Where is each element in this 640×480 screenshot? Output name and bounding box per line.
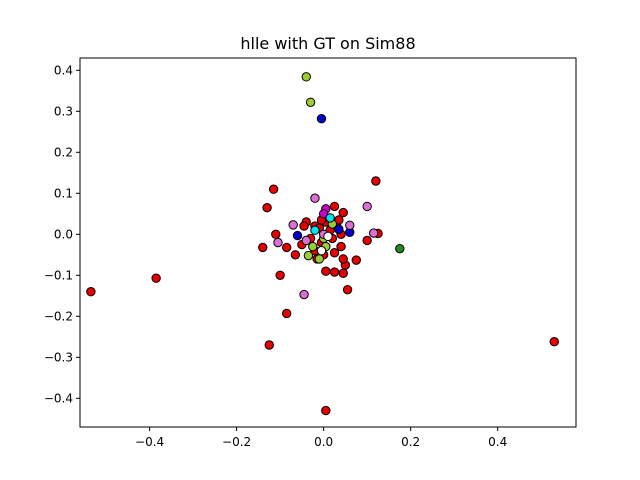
data-point-cyan — [325, 213, 335, 223]
y-tick-label: 0.0 — [54, 227, 73, 241]
data-point-violet — [299, 289, 309, 300]
x-tick-label: 0.2 — [401, 435, 420, 449]
data-point-yellowgreen — [308, 241, 318, 252]
data-point-red — [281, 308, 292, 319]
data-point-red — [321, 405, 331, 416]
data-point-red — [262, 202, 272, 213]
data-point-red — [334, 215, 344, 225]
data-point-red — [264, 340, 274, 350]
plot-frame — [79, 57, 577, 428]
data-point-red — [371, 176, 381, 186]
data-point-red — [258, 242, 268, 253]
data-point-blue — [292, 230, 303, 241]
data-point-red — [268, 184, 279, 194]
data-point-red — [271, 229, 281, 240]
data-point-red — [342, 284, 353, 295]
data-point-red — [329, 248, 340, 258]
data-point-blue — [334, 224, 344, 235]
x-tick-label: 0.0 — [314, 435, 333, 449]
chart-title: hlle with GT on Sim88 — [240, 34, 415, 53]
data-point-violet — [362, 201, 372, 212]
data-point-red — [86, 287, 96, 297]
y-tick-label: −0.3 — [44, 350, 73, 364]
data-point-yellowgreen — [301, 72, 311, 82]
data-point-white — [323, 231, 333, 242]
data-point-violet — [301, 235, 311, 246]
data-point-red — [275, 270, 285, 280]
data-point-red — [338, 268, 348, 278]
x-tick-label: −0.4 — [135, 435, 164, 449]
data-point-red — [329, 201, 340, 212]
data-point-magenta — [318, 209, 329, 219]
data-point-red — [281, 242, 292, 253]
data-point-red — [151, 273, 161, 283]
x-axis: −0.4 −0.2 0.0 0.2 0.4 — [135, 427, 507, 449]
data-point-violet — [368, 228, 379, 238]
data-points — [86, 72, 559, 416]
y-tick-label: 0.2 — [54, 145, 73, 159]
data-point-violet — [288, 220, 298, 230]
data-point-red — [321, 266, 331, 276]
x-tick-label: 0.4 — [488, 435, 507, 449]
data-point-red — [336, 241, 346, 252]
data-point-violet — [273, 237, 283, 248]
data-point-red — [362, 235, 372, 246]
y-tick-label: 0.3 — [54, 104, 73, 118]
data-point-yellowgreen — [314, 254, 324, 264]
y-tick-label: 0.4 — [54, 63, 73, 77]
data-point-green — [395, 243, 405, 254]
data-point-violet — [345, 220, 355, 230]
data-point-red — [338, 254, 348, 264]
x-tick-label: −0.2 — [222, 435, 251, 449]
y-tick-label: −0.4 — [44, 391, 73, 405]
data-point-blue — [316, 113, 327, 124]
data-point-red — [338, 207, 348, 218]
data-point-yellowgreen — [303, 250, 314, 261]
y-tick-label: 0.1 — [54, 186, 73, 200]
data-point-violet — [310, 193, 320, 203]
data-point-red — [351, 255, 361, 265]
data-point-red — [549, 337, 559, 347]
y-tick-label: −0.2 — [44, 309, 73, 323]
y-tick-label: −0.1 — [44, 268, 73, 282]
data-point-white — [316, 246, 327, 256]
data-point-red — [329, 267, 340, 277]
data-point-red — [299, 221, 309, 231]
data-point-yellowgreen — [305, 97, 316, 107]
data-point-red — [290, 250, 301, 260]
data-point-cyan — [310, 225, 320, 235]
y-axis: −0.4 −0.3 −0.2 −0.1 0.0 0.1 0.2 0.3 0.4 — [44, 63, 80, 405]
